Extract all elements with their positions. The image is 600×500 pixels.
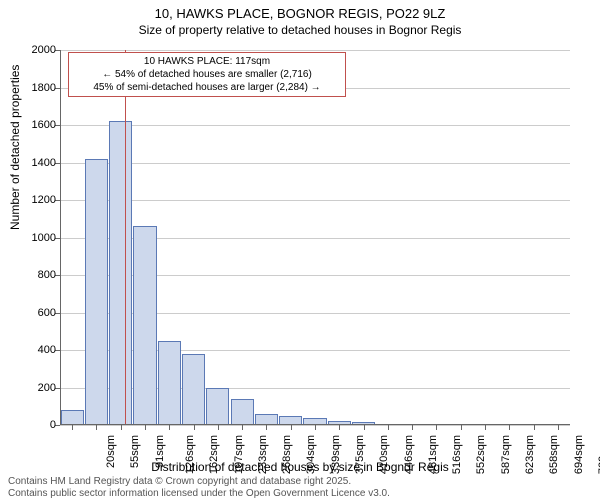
annotation-line: ← 54% of detached houses are smaller (2,… <box>75 68 339 81</box>
x-tick-mark <box>315 425 316 430</box>
x-tick-mark <box>534 425 535 430</box>
y-tick-label: 2000 <box>16 44 56 56</box>
plot-area: 020040060080010001200140016001800200020s… <box>60 50 570 425</box>
x-tick-mark <box>558 425 559 430</box>
x-tick-mark <box>242 425 243 430</box>
x-tick-mark <box>72 425 73 430</box>
x-tick-mark <box>364 425 365 430</box>
histogram-bar <box>133 226 156 425</box>
x-axis-label: Distribution of detached houses by size … <box>0 460 600 474</box>
x-tick-mark <box>218 425 219 430</box>
x-tick-mark <box>169 425 170 430</box>
x-tick-mark <box>121 425 122 430</box>
y-tick-label: 600 <box>16 307 56 319</box>
x-tick-mark <box>145 425 146 430</box>
y-tick-label: 1600 <box>16 119 56 131</box>
x-tick-mark <box>461 425 462 430</box>
annotation-line: 45% of semi-detached houses are larger (… <box>75 81 339 94</box>
histogram-bar <box>158 341 181 425</box>
histogram-bar <box>231 399 254 425</box>
histogram-bar <box>61 410 84 425</box>
gridline <box>60 163 570 164</box>
chart-container: 10, HAWKS PLACE, BOGNOR REGIS, PO22 9LZ … <box>0 0 600 500</box>
gridline <box>60 125 570 126</box>
gridline <box>60 50 570 51</box>
y-tick-label: 1400 <box>16 157 56 169</box>
y-tick-label: 800 <box>16 269 56 281</box>
x-tick-mark <box>339 425 340 430</box>
y-tick-label: 1200 <box>16 194 56 206</box>
x-tick-mark <box>509 425 510 430</box>
footer-line1: Contains HM Land Registry data © Crown c… <box>8 476 390 488</box>
y-tick-label: 0 <box>16 419 56 431</box>
x-tick-mark <box>485 425 486 430</box>
gridline <box>60 200 570 201</box>
x-tick-mark <box>412 425 413 430</box>
annotation-box: 10 HAWKS PLACE: 117sqm← 54% of detached … <box>68 52 346 97</box>
y-tick-label: 200 <box>16 382 56 394</box>
chart-title-line2: Size of property relative to detached ho… <box>0 23 600 37</box>
x-tick-mark <box>291 425 292 430</box>
footer-line2: Contains public sector information licen… <box>8 488 390 500</box>
property-marker-line <box>125 50 126 425</box>
x-tick-mark <box>436 425 437 430</box>
y-tick-label: 1800 <box>16 82 56 94</box>
annotation-line: 10 HAWKS PLACE: 117sqm <box>75 55 339 68</box>
histogram-bar <box>109 121 132 425</box>
x-tick-mark <box>266 425 267 430</box>
y-tick-label: 1000 <box>16 232 56 244</box>
histogram-bar <box>182 354 205 425</box>
y-axis-line <box>60 50 61 425</box>
footer-text: Contains HM Land Registry data © Crown c… <box>8 476 390 500</box>
title-block: 10, HAWKS PLACE, BOGNOR REGIS, PO22 9LZ … <box>0 0 600 37</box>
y-tick-label: 400 <box>16 344 56 356</box>
chart-title-line1: 10, HAWKS PLACE, BOGNOR REGIS, PO22 9LZ <box>0 6 600 21</box>
x-tick-mark <box>96 425 97 430</box>
x-tick-mark <box>194 425 195 430</box>
histogram-bar <box>206 388 229 426</box>
histogram-bar <box>85 159 108 425</box>
x-tick-mark <box>388 425 389 430</box>
